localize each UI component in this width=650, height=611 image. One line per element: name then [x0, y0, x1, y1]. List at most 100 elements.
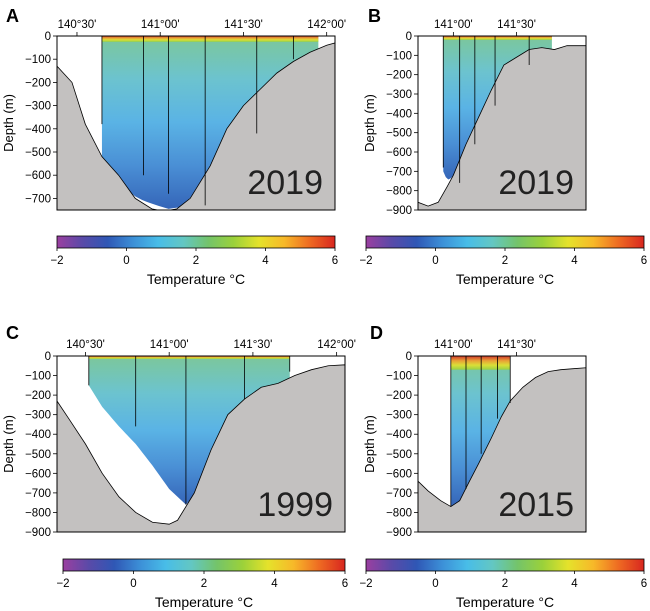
y-tick-label: −600	[386, 468, 412, 480]
x-tick-label: 140°30'	[58, 19, 97, 31]
warm-surface-layer	[450, 356, 511, 370]
colorbar	[365, 558, 645, 572]
colorbar	[365, 235, 645, 249]
colorbar-tick-label: −2	[50, 255, 63, 267]
warm-surface-layer	[443, 36, 552, 40]
y-tick-label: −800	[386, 507, 412, 519]
colorbar-tick-label: −2	[359, 578, 372, 590]
panel-label: B	[368, 6, 381, 26]
panel-b: B 2019 0 −100 −200 −300 −400 −500 −600 −700 −800 −9…	[359, 6, 647, 287]
panel-d: D 2015 0 −100 −200 −300 −400 −500 −600 −700 −800 −9…	[359, 323, 647, 610]
colorbar	[62, 558, 346, 572]
y-tick-label: −500	[386, 449, 412, 461]
y-tick-label: −700	[25, 193, 51, 205]
seafloor-land	[57, 364, 345, 532]
temperature-field	[88, 356, 290, 505]
y-axis-label: Depth (m)	[362, 94, 377, 152]
colorbar-tick-label: 6	[641, 255, 647, 267]
y-tick-label: −800	[386, 186, 412, 198]
plot-frame	[56, 35, 336, 211]
temperature-field	[443, 36, 552, 180]
plot-frame	[417, 35, 587, 211]
plot-area	[57, 356, 345, 532]
y-tick-label: −100	[386, 50, 412, 62]
y-tick-label: −200	[25, 77, 51, 89]
x-tick-label: 141°00'	[141, 19, 180, 31]
colorbar-tick-label: 0	[123, 255, 129, 267]
y-tick-label: −300	[386, 89, 412, 101]
x-tick-label: 141°30'	[497, 19, 536, 31]
colorbar-tick-label: 2	[502, 255, 508, 267]
colorbar-tick-label: 6	[342, 578, 348, 590]
y-tick-label: −100	[386, 371, 412, 383]
x-tick-label: 141°00'	[150, 339, 189, 351]
colorbar-tick-label: 0	[432, 578, 438, 590]
colorbar-tick-label: 2	[201, 578, 207, 590]
y-tick-label: −900	[386, 527, 412, 539]
y-tick-label: −400	[386, 108, 412, 120]
y-tick-label: 0	[406, 31, 412, 43]
y-tick-label: −800	[25, 507, 51, 519]
y-tick-label: −600	[386, 147, 412, 159]
colorbar-label: Temperature °C	[456, 594, 554, 610]
y-axis-label: Depth (m)	[1, 94, 16, 152]
plot-frame	[56, 355, 346, 533]
y-tick-label: −500	[25, 449, 51, 461]
x-tick-label: 142°00'	[307, 19, 346, 31]
x-tick-label: 141°30'	[234, 339, 273, 351]
plot-frame	[417, 355, 587, 533]
plot-area	[418, 36, 586, 210]
year-label: 2019	[247, 164, 323, 202]
colorbar-tick-label: 2	[502, 578, 508, 590]
y-tick-label: 0	[45, 31, 51, 43]
y-tick-label: −300	[25, 410, 51, 422]
colorbar	[56, 235, 336, 249]
colorbar-label: Temperature °C	[155, 594, 253, 610]
warm-surface-layer	[101, 36, 319, 42]
colorbar-tick-label: 0	[432, 255, 438, 267]
y-tick-label: −700	[386, 488, 412, 500]
y-tick-label: −100	[25, 371, 51, 383]
colorbar-tick-label: 6	[332, 255, 338, 267]
x-tick-label: 141°00'	[434, 19, 473, 31]
x-tick-label: 141°30'	[224, 19, 263, 31]
y-tick-label: 0	[406, 351, 412, 363]
y-tick-label: −300	[386, 410, 412, 422]
panel-label: D	[370, 323, 383, 343]
colorbar-tick-label: 6	[641, 578, 647, 590]
x-tick-label: 141°00'	[434, 339, 473, 351]
y-tick-label: −600	[25, 468, 51, 480]
panel-label: A	[6, 6, 19, 26]
warm-surface-layer	[88, 356, 290, 359]
panel-label: C	[6, 323, 19, 343]
y-tick-label: −400	[386, 429, 412, 441]
y-tick-label: −600	[25, 170, 51, 182]
y-tick-label: −900	[25, 527, 51, 539]
colorbar-tick-label: −2	[359, 255, 372, 267]
colorbar-tick-label: 0	[130, 578, 136, 590]
year-label: 2015	[498, 486, 574, 524]
y-axis-label: Depth (m)	[1, 415, 16, 473]
colorbar-tick-label: 4	[571, 578, 578, 590]
colorbar-tick-label: 4	[571, 255, 578, 267]
temperature-field	[101, 36, 319, 209]
x-tick-label: 140°30'	[66, 339, 105, 351]
y-tick-label: −700	[25, 488, 51, 500]
seafloor-land	[57, 42, 335, 210]
colorbar-tick-label: 2	[193, 255, 199, 267]
colorbar-tick-label: 4	[271, 578, 278, 590]
plot-area	[418, 356, 586, 532]
colorbar-tick-label: −2	[56, 578, 69, 590]
y-tick-label: −400	[25, 429, 51, 441]
y-tick-label: −200	[386, 70, 412, 82]
y-tick-label: −300	[25, 101, 51, 113]
y-tick-label: −900	[386, 205, 412, 217]
x-tick-label: 141°30'	[497, 339, 536, 351]
colorbar-tick-label: 4	[262, 255, 269, 267]
y-tick-label: 0	[45, 351, 51, 363]
x-tick-label: 142°00'	[317, 339, 356, 351]
y-tick-label: −200	[25, 390, 51, 402]
panel-a: A 2019 0 −100 −200 −300 −400 −500 −600 −700 140°30…	[1, 6, 346, 287]
y-axis-label: Depth (m)	[362, 415, 377, 473]
